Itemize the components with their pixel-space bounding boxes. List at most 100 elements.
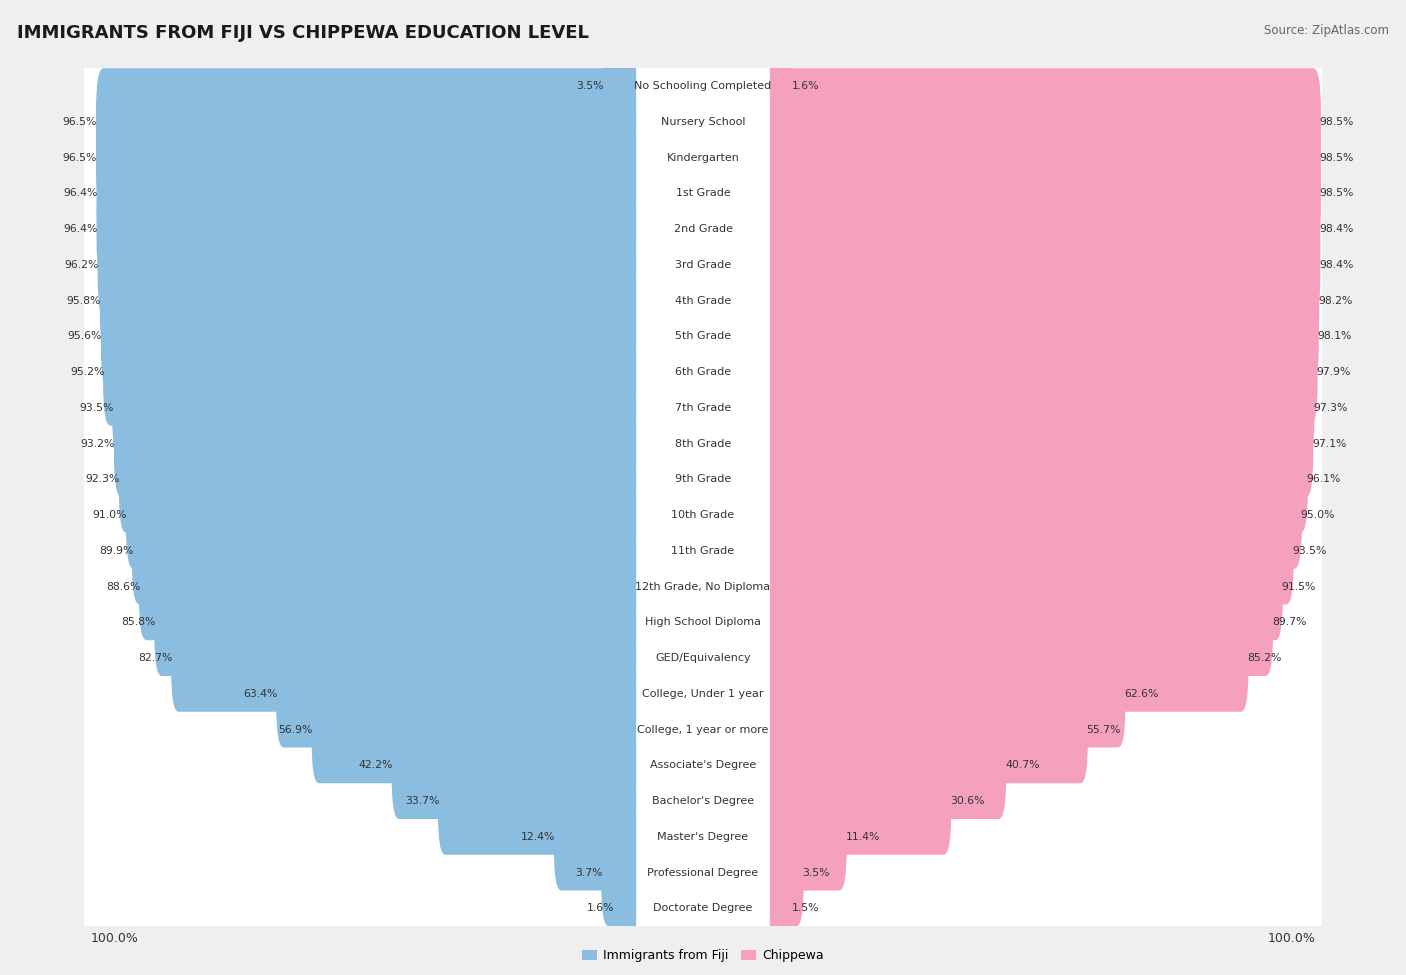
Text: 2nd Grade: 2nd Grade: [673, 224, 733, 234]
FancyBboxPatch shape: [75, 664, 1331, 796]
FancyBboxPatch shape: [120, 426, 636, 533]
FancyBboxPatch shape: [770, 641, 1125, 748]
FancyBboxPatch shape: [437, 748, 636, 855]
FancyBboxPatch shape: [84, 676, 1322, 712]
FancyBboxPatch shape: [84, 68, 1322, 104]
FancyBboxPatch shape: [75, 199, 1331, 331]
Text: 98.5%: 98.5%: [1320, 117, 1354, 127]
FancyBboxPatch shape: [75, 700, 1331, 831]
Text: High School Diploma: High School Diploma: [645, 617, 761, 627]
FancyBboxPatch shape: [100, 247, 636, 354]
Text: 8th Grade: 8th Grade: [675, 439, 731, 448]
Text: Bachelor's Degree: Bachelor's Degree: [652, 797, 754, 806]
Text: 3.7%: 3.7%: [575, 868, 602, 878]
Text: 96.4%: 96.4%: [63, 188, 98, 198]
FancyBboxPatch shape: [103, 319, 636, 426]
Legend: Immigrants from Fiji, Chippewa: Immigrants from Fiji, Chippewa: [576, 944, 830, 967]
Text: 1.6%: 1.6%: [792, 81, 820, 91]
Text: 62.6%: 62.6%: [1125, 689, 1159, 699]
Text: 95.6%: 95.6%: [67, 332, 103, 341]
FancyBboxPatch shape: [96, 104, 636, 212]
Text: 6th Grade: 6th Grade: [675, 368, 731, 377]
Text: 4th Grade: 4th Grade: [675, 295, 731, 305]
Text: GED/Equivalency: GED/Equivalency: [655, 653, 751, 663]
Text: Professional Degree: Professional Degree: [647, 868, 759, 878]
FancyBboxPatch shape: [84, 283, 1322, 319]
FancyBboxPatch shape: [75, 57, 1331, 187]
FancyBboxPatch shape: [84, 390, 1322, 426]
FancyBboxPatch shape: [392, 712, 636, 819]
FancyBboxPatch shape: [770, 748, 952, 855]
Text: 98.4%: 98.4%: [1319, 224, 1354, 234]
FancyBboxPatch shape: [75, 92, 1331, 223]
FancyBboxPatch shape: [770, 247, 1319, 354]
Text: 91.5%: 91.5%: [1281, 582, 1316, 592]
FancyBboxPatch shape: [770, 533, 1282, 641]
Text: 97.9%: 97.9%: [1316, 368, 1351, 377]
FancyBboxPatch shape: [114, 390, 636, 497]
Text: 98.4%: 98.4%: [1319, 260, 1354, 270]
Text: 55.7%: 55.7%: [1087, 724, 1121, 734]
FancyBboxPatch shape: [84, 819, 1322, 855]
Text: 96.1%: 96.1%: [1306, 475, 1341, 485]
FancyBboxPatch shape: [112, 354, 636, 461]
Text: 97.3%: 97.3%: [1313, 403, 1347, 412]
FancyBboxPatch shape: [84, 104, 1322, 139]
FancyBboxPatch shape: [97, 139, 636, 247]
Text: 89.7%: 89.7%: [1272, 617, 1306, 627]
Text: 3.5%: 3.5%: [803, 868, 830, 878]
FancyBboxPatch shape: [97, 176, 636, 283]
FancyBboxPatch shape: [770, 32, 793, 139]
Text: 98.1%: 98.1%: [1317, 332, 1351, 341]
Text: 91.0%: 91.0%: [93, 510, 127, 520]
FancyBboxPatch shape: [155, 568, 636, 676]
FancyBboxPatch shape: [770, 283, 1319, 390]
Text: Doctorate Degree: Doctorate Degree: [654, 904, 752, 914]
FancyBboxPatch shape: [75, 842, 1331, 974]
FancyBboxPatch shape: [75, 342, 1331, 474]
Text: 56.9%: 56.9%: [278, 724, 312, 734]
Text: 98.5%: 98.5%: [1320, 188, 1354, 198]
FancyBboxPatch shape: [97, 212, 636, 319]
Text: 30.6%: 30.6%: [950, 797, 984, 806]
FancyBboxPatch shape: [602, 32, 636, 139]
FancyBboxPatch shape: [75, 628, 1331, 760]
Text: 9th Grade: 9th Grade: [675, 475, 731, 485]
FancyBboxPatch shape: [84, 426, 1322, 461]
FancyBboxPatch shape: [770, 319, 1317, 426]
FancyBboxPatch shape: [770, 855, 793, 962]
Text: 3rd Grade: 3rd Grade: [675, 260, 731, 270]
Text: 5th Grade: 5th Grade: [675, 332, 731, 341]
Text: Kindergarten: Kindergarten: [666, 153, 740, 163]
FancyBboxPatch shape: [84, 533, 1322, 568]
FancyBboxPatch shape: [770, 461, 1302, 568]
Text: 96.2%: 96.2%: [65, 260, 98, 270]
Text: 88.6%: 88.6%: [105, 582, 141, 592]
Text: 63.4%: 63.4%: [243, 689, 277, 699]
FancyBboxPatch shape: [84, 319, 1322, 354]
Text: 95.0%: 95.0%: [1301, 510, 1336, 520]
FancyBboxPatch shape: [75, 20, 1331, 152]
FancyBboxPatch shape: [84, 247, 1322, 283]
Text: 97.1%: 97.1%: [1312, 439, 1347, 448]
Text: Master's Degree: Master's Degree: [658, 832, 748, 841]
FancyBboxPatch shape: [770, 604, 1249, 712]
FancyBboxPatch shape: [84, 712, 1322, 748]
Text: 82.7%: 82.7%: [138, 653, 173, 663]
FancyBboxPatch shape: [132, 497, 636, 604]
FancyBboxPatch shape: [770, 819, 804, 926]
FancyBboxPatch shape: [75, 771, 1331, 903]
Text: 40.7%: 40.7%: [1005, 760, 1039, 770]
Text: 1st Grade: 1st Grade: [676, 188, 730, 198]
Text: 12th Grade, No Diploma: 12th Grade, No Diploma: [636, 582, 770, 592]
FancyBboxPatch shape: [84, 139, 1322, 176]
Text: 1.5%: 1.5%: [792, 904, 820, 914]
FancyBboxPatch shape: [276, 641, 636, 748]
Text: IMMIGRANTS FROM FIJI VS CHIPPEWA EDUCATION LEVEL: IMMIGRANTS FROM FIJI VS CHIPPEWA EDUCATI…: [17, 24, 589, 42]
FancyBboxPatch shape: [770, 104, 1320, 212]
FancyBboxPatch shape: [770, 497, 1294, 604]
Text: 98.2%: 98.2%: [1317, 295, 1353, 305]
FancyBboxPatch shape: [770, 783, 846, 890]
FancyBboxPatch shape: [770, 390, 1313, 497]
Text: 3.5%: 3.5%: [576, 81, 603, 91]
